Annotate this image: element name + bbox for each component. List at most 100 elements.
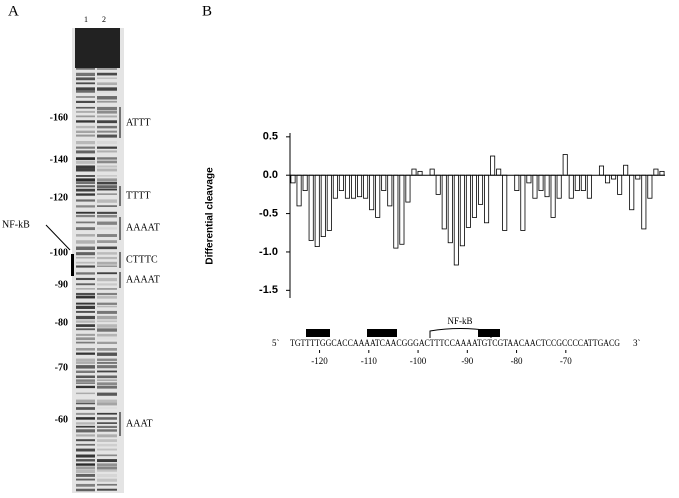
gel-band: [76, 287, 95, 290]
y-axis-label: Differential cleavage: [205, 167, 216, 265]
gel-band: [76, 77, 95, 81]
bar: [478, 174, 484, 205]
gel-band: [97, 100, 117, 103]
gel-band: [97, 120, 117, 124]
gel-band: [97, 466, 117, 470]
bar: [641, 174, 647, 230]
gel-band: [76, 185, 95, 188]
gel-band: [76, 392, 95, 395]
gel-band: [76, 348, 95, 351]
lane-label: 2: [102, 15, 106, 24]
gel-band: [97, 478, 117, 482]
bar: [350, 174, 357, 199]
gel-band: [76, 337, 95, 341]
binding-block: [478, 329, 500, 337]
gel-band: [97, 463, 117, 466]
y-tick-label: -1.0: [259, 246, 278, 258]
binding-block: [367, 329, 397, 337]
gel-band: [76, 199, 95, 202]
bar: [381, 174, 387, 191]
lane-label: 1: [84, 15, 88, 24]
gel-band: [97, 448, 117, 451]
gel-band: [97, 277, 117, 282]
gel-band: [76, 324, 95, 327]
gel-band: [97, 199, 117, 203]
gel-band: [97, 211, 117, 214]
gel-band: [76, 434, 95, 437]
marker-label: -160: [50, 112, 68, 123]
gel-band: [76, 157, 95, 160]
gel-band: [97, 439, 117, 442]
gel-band: [97, 96, 117, 100]
gel-band: [97, 252, 117, 255]
gel-band: [97, 82, 117, 86]
gel-band: [76, 448, 95, 452]
gel-band: [76, 134, 95, 137]
gel-band: [97, 292, 117, 296]
gel-band: [76, 211, 95, 214]
bar: [375, 174, 381, 218]
gel-band: [97, 193, 117, 195]
gel-band: [97, 402, 117, 406]
gel-band: [76, 272, 95, 275]
gel-band: [97, 454, 117, 457]
bar: [399, 174, 405, 245]
gel-band: [97, 417, 117, 420]
bar: [635, 174, 641, 180]
bar: [580, 174, 586, 191]
gel-band: [76, 422, 95, 425]
gel-band: [76, 379, 95, 382]
gel-band: [76, 412, 95, 415]
gel-band: [76, 443, 95, 446]
gel-band: [97, 160, 117, 164]
gel-band: [97, 422, 117, 424]
panel-label: B: [202, 3, 212, 19]
marker-label: -80: [55, 317, 68, 328]
gel-band: [76, 227, 95, 231]
bar: [429, 168, 435, 176]
bar: [465, 174, 471, 228]
gel-band: [97, 256, 117, 260]
gel-band: [97, 150, 117, 153]
bar: [496, 168, 502, 176]
gel-band: [76, 100, 95, 103]
y-tick-label: -0.5: [259, 207, 278, 219]
bar: [556, 174, 562, 199]
x-tick-label: -120: [311, 356, 328, 366]
gel-band: [97, 90, 117, 94]
gel-band: [76, 459, 95, 462]
bar: [338, 174, 344, 191]
marker-label: -140: [50, 154, 68, 165]
gel-band: [76, 205, 95, 208]
gel-band: [76, 328, 95, 331]
site-bracket: [429, 328, 492, 338]
motif-label: CTTTC: [126, 254, 158, 265]
bar: [447, 174, 453, 244]
gel-band: [76, 141, 95, 145]
gel-band: [76, 399, 95, 403]
gel-band: [76, 439, 95, 442]
bar: [435, 174, 441, 195]
motif-label: AAAAT: [126, 222, 160, 233]
bar: [659, 170, 665, 176]
bar: [532, 174, 538, 199]
marker-label: -100: [50, 247, 68, 258]
bar: [484, 174, 490, 224]
gel-band: [76, 292, 95, 296]
gel-band: [97, 157, 117, 160]
motif-label: ATTT: [126, 117, 150, 128]
gel-band: [76, 341, 95, 344]
marker-label: -70: [55, 362, 68, 373]
bar: [363, 174, 369, 199]
gel-band: [76, 125, 95, 129]
gel-band: [97, 178, 117, 182]
bar: [308, 174, 314, 241]
marker-label: -90: [55, 279, 68, 290]
site-bar: [71, 254, 74, 276]
gel-band: [97, 333, 117, 337]
gel-band: [97, 358, 117, 361]
bar: [538, 174, 544, 191]
bar: [490, 155, 496, 176]
panel-label: A: [8, 3, 19, 19]
